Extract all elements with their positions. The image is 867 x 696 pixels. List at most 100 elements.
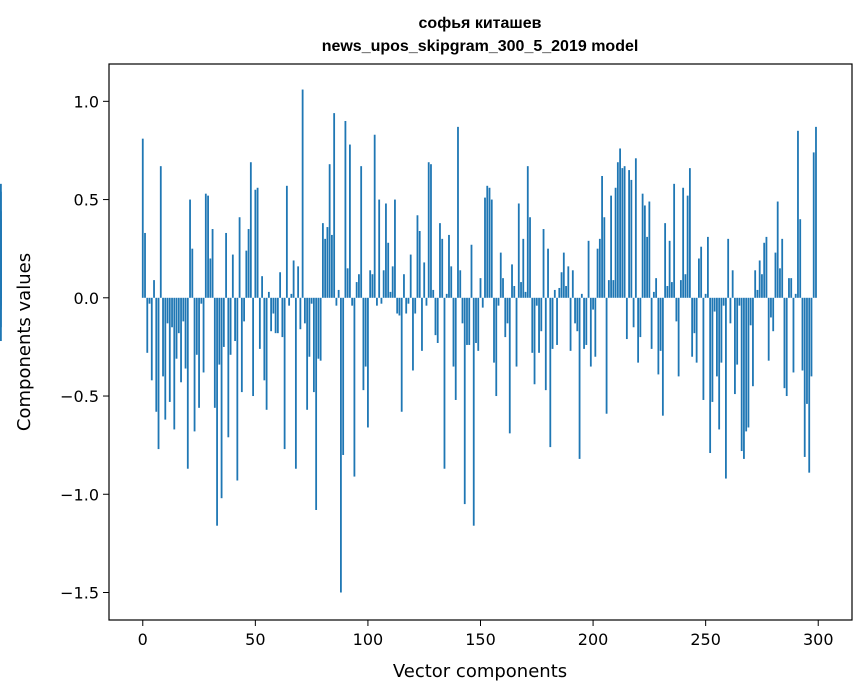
bar-component-292 bbox=[799, 219, 802, 298]
bar-component-212 bbox=[619, 148, 621, 298]
bar-component-129 bbox=[432, 289, 435, 298]
bar-component-194 bbox=[578, 297, 581, 459]
bar-component-294 bbox=[803, 297, 806, 457]
bar-component-undefined bbox=[0, 297, 2, 342]
bar-component-223 bbox=[643, 205, 646, 298]
bar-component-44 bbox=[240, 297, 243, 393]
bar-component-111 bbox=[391, 266, 394, 298]
bar-component-13 bbox=[171, 297, 173, 328]
bar-component-196 bbox=[583, 297, 585, 349]
bar-component-20 bbox=[186, 297, 189, 469]
bar-component-88 bbox=[340, 297, 342, 593]
x-tick-label: 50 bbox=[245, 630, 265, 649]
bar-component-158 bbox=[497, 297, 500, 306]
bar-component-27 bbox=[202, 297, 205, 373]
bar-component-122 bbox=[416, 215, 419, 298]
bar-component-216 bbox=[628, 170, 630, 298]
bar-component-201 bbox=[594, 297, 597, 357]
bar-component-285 bbox=[783, 297, 786, 389]
bar-component-142 bbox=[461, 297, 464, 324]
bar-component-155 bbox=[490, 199, 493, 298]
bar-component-4 bbox=[150, 297, 153, 381]
bar-component-30 bbox=[209, 258, 212, 298]
bar-component-144 bbox=[466, 297, 468, 345]
bar-component-289 bbox=[792, 297, 795, 373]
bar-component-145 bbox=[468, 297, 471, 345]
bar-component-235 bbox=[670, 282, 673, 298]
bar-component-8 bbox=[159, 166, 162, 298]
bar-component-102 bbox=[371, 274, 374, 298]
x-tick-label: 200 bbox=[578, 630, 609, 649]
bar-component-168 bbox=[520, 282, 522, 298]
bar-component-220 bbox=[637, 297, 640, 363]
bar-component-45 bbox=[243, 297, 245, 322]
bar-component-127 bbox=[427, 162, 430, 298]
bar-component-124 bbox=[421, 297, 423, 351]
bar-component-100 bbox=[367, 297, 369, 428]
bar-component-undefined bbox=[0, 211, 2, 298]
bar-component-274 bbox=[758, 260, 761, 298]
bar-component-260 bbox=[727, 238, 730, 298]
bar-component-39 bbox=[229, 297, 232, 355]
bar-component-266 bbox=[740, 297, 743, 452]
bar-component-175 bbox=[535, 297, 538, 306]
bar-component-156 bbox=[493, 297, 495, 363]
bar-component-146 bbox=[470, 244, 473, 298]
bar-component-3 bbox=[148, 297, 151, 304]
x-tick-label: 250 bbox=[690, 630, 721, 649]
y-tick-label: 1.0 bbox=[74, 92, 99, 111]
y-axis-label: Components values bbox=[14, 253, 35, 431]
bar-component-101 bbox=[369, 270, 372, 298]
bar-component-198 bbox=[587, 240, 590, 298]
bar-component-73 bbox=[306, 297, 309, 410]
bar-component-242 bbox=[686, 195, 689, 298]
bar-component-10 bbox=[164, 297, 167, 420]
bar-component-272 bbox=[754, 270, 757, 298]
bar-component-236 bbox=[673, 183, 676, 298]
bars-group bbox=[0, 89, 817, 593]
bar-component-29 bbox=[207, 195, 209, 298]
bar-component-134 bbox=[443, 297, 446, 469]
bar-component-60 bbox=[276, 297, 279, 334]
bar-component-1 bbox=[144, 232, 146, 298]
bar-component-81 bbox=[324, 238, 327, 298]
bar-component-140 bbox=[457, 126, 459, 298]
bar-component-185 bbox=[558, 287, 561, 298]
bar-component-64 bbox=[285, 185, 288, 298]
bar-component-204 bbox=[601, 175, 603, 298]
bar-component-52 bbox=[258, 297, 261, 349]
bar-component-77 bbox=[315, 297, 318, 510]
bar-component-275 bbox=[761, 274, 763, 298]
bar-component-95 bbox=[355, 282, 358, 298]
bar-component-143 bbox=[463, 297, 466, 505]
bar-component-255 bbox=[716, 297, 718, 377]
bar-component-47 bbox=[247, 229, 250, 298]
bar-component-114 bbox=[398, 297, 401, 316]
bar-component-262 bbox=[731, 270, 734, 298]
bar-component-224 bbox=[646, 236, 649, 298]
bar-component-132 bbox=[439, 223, 441, 298]
bar-component-90 bbox=[344, 120, 347, 298]
bar-component-280 bbox=[772, 297, 775, 332]
bar-component-181 bbox=[549, 297, 552, 448]
bar-component-86 bbox=[335, 297, 338, 306]
bar-component-28 bbox=[204, 193, 207, 298]
bar-component-264 bbox=[736, 297, 739, 365]
bar-component-117 bbox=[405, 297, 408, 314]
bar-component-268 bbox=[745, 297, 748, 432]
bar-component-163 bbox=[508, 297, 511, 434]
bar-component-35 bbox=[220, 297, 223, 499]
bar-component-120 bbox=[412, 297, 414, 371]
x-tick-label: 0 bbox=[138, 630, 148, 649]
bar-component-43 bbox=[238, 217, 241, 298]
bar-component-265 bbox=[738, 297, 741, 306]
chart-subtitle: news_upos_skipgram_300_5_2019 model bbox=[322, 38, 639, 55]
bar-component-98 bbox=[362, 297, 365, 391]
bar-component-218 bbox=[632, 297, 635, 328]
bar-component-241 bbox=[684, 274, 687, 298]
bar-component-269 bbox=[747, 297, 750, 428]
bar-component-287 bbox=[788, 278, 790, 298]
bar-component-187 bbox=[562, 252, 565, 298]
bar-component-254 bbox=[713, 297, 716, 312]
bar-component-0 bbox=[141, 138, 144, 298]
